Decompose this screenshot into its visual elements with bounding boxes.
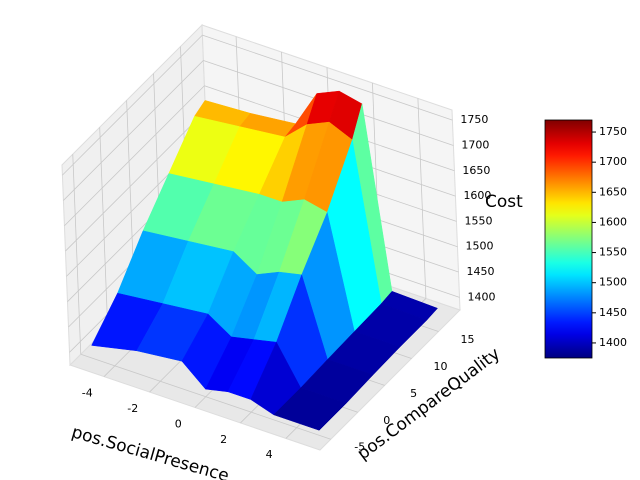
- y-tick-label: 10: [434, 360, 448, 373]
- z-axis-label: Cost: [485, 192, 523, 212]
- grid-line: [63, 60, 204, 201]
- grid-line: [64, 85, 205, 227]
- x-tick-label: 2: [220, 433, 227, 446]
- y-tick-label: 0: [383, 414, 390, 427]
- z-tick-label: 1700: [461, 138, 489, 151]
- z-tick-label: 1450: [466, 265, 494, 278]
- grid-line: [202, 34, 453, 121]
- y-tick-label: -5: [354, 441, 365, 454]
- grid-line: [65, 110, 206, 252]
- colorbar-tick-label: 1750: [599, 125, 627, 138]
- colorbar: [544, 119, 593, 359]
- z-tick-label: 1500: [465, 240, 493, 253]
- z-tick-label: 1600: [463, 189, 491, 202]
- grid-line: [417, 98, 427, 299]
- colorbar-tick-label: 1450: [599, 306, 627, 319]
- grid-line: [72, 154, 82, 355]
- y-tick-label: 5: [410, 387, 417, 400]
- colorbar-tick-label: 1500: [599, 276, 627, 289]
- colorbar-tick-label: 1550: [599, 246, 627, 259]
- colorbar-tick-label: 1650: [599, 185, 627, 198]
- x-tick-label: 0: [175, 417, 182, 430]
- x-tick-label: -4: [82, 386, 93, 399]
- grid-line: [62, 34, 203, 176]
- x-tick-label: -2: [127, 402, 138, 415]
- grid-line: [99, 127, 109, 328]
- colorbar-tick-label: 1400: [599, 336, 627, 349]
- surface-cell: [273, 387, 347, 431]
- z-tick-label: 1550: [464, 214, 492, 227]
- z-tick-label: 1650: [462, 164, 490, 177]
- z-tick-label: 1400: [467, 290, 495, 303]
- x-axis-label: pos.SocialPresence: [69, 422, 231, 480]
- colorbar-tick-label: 1700: [599, 155, 627, 168]
- x-tick-label: 4: [266, 448, 273, 461]
- surface: [91, 90, 438, 431]
- z-tick-label: 1750: [460, 113, 488, 126]
- grid-line: [80, 353, 331, 440]
- colorbar-tick-label: 1600: [599, 215, 627, 228]
- y-tick-label: 15: [460, 333, 474, 346]
